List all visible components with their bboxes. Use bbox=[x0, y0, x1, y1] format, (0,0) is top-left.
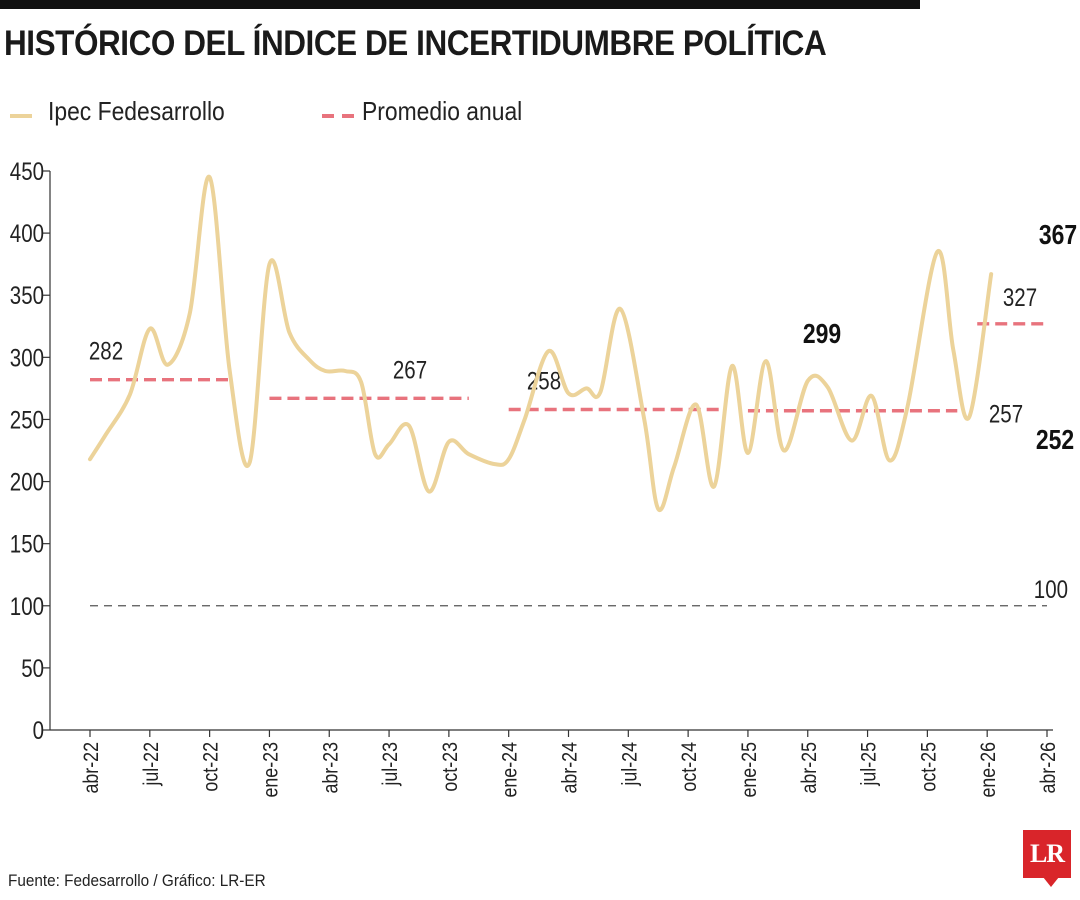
x-tick-label: abr-22 bbox=[80, 742, 104, 794]
annual-average-label: 282 bbox=[89, 337, 123, 365]
y-tick-label: 300 bbox=[10, 343, 44, 371]
x-tick-label: ene-25 bbox=[738, 742, 762, 798]
data-annotation: 252 bbox=[1036, 425, 1074, 456]
x-tick-label: oct-22 bbox=[199, 742, 223, 792]
legend-average-label: Promedio anual bbox=[362, 96, 523, 126]
legend-average-swatch bbox=[322, 114, 354, 118]
lr-logo: LR bbox=[1023, 830, 1071, 878]
annual-average-label: 267 bbox=[393, 355, 427, 383]
annual-average-label: 257 bbox=[989, 400, 1023, 428]
logo-tail bbox=[1043, 877, 1059, 887]
y-tick-label: 150 bbox=[10, 530, 44, 558]
x-tick-label: abr-26 bbox=[1037, 742, 1061, 794]
y-tick-label: 100 bbox=[10, 592, 44, 620]
x-tick-label: abr-23 bbox=[319, 742, 343, 794]
top-bar bbox=[0, 0, 920, 9]
source-note: Fuente: Fedesarrollo / Gráfico: LR-ER bbox=[8, 871, 266, 890]
legend-series-label: Ipec Fedesarrollo bbox=[48, 96, 225, 126]
y-tick-label: 50 bbox=[21, 654, 44, 682]
x-tick-label: ene-24 bbox=[498, 742, 522, 798]
data-annotation: 367 bbox=[1039, 220, 1077, 251]
x-tick-label: abr-25 bbox=[797, 742, 821, 794]
reference-label: 100 bbox=[1034, 575, 1068, 603]
y-tick-label: 0 bbox=[33, 716, 44, 744]
x-tick-label: jul-22 bbox=[139, 742, 163, 787]
annual-average-label: 327 bbox=[1003, 283, 1037, 311]
x-tick-label: ene-26 bbox=[977, 742, 1001, 798]
chart-title: HISTÓRICO DEL ÍNDICE DE INCERTIDUMBRE PO… bbox=[4, 24, 827, 63]
x-tick-label: jul-23 bbox=[379, 742, 403, 787]
y-tick-label: 450 bbox=[10, 157, 44, 185]
x-tick-label: oct-24 bbox=[678, 742, 702, 792]
series-line-ipec bbox=[88, 175, 994, 513]
y-tick-label: 250 bbox=[10, 405, 44, 433]
y-tick-label: 350 bbox=[10, 281, 44, 309]
x-tick-label: ene-23 bbox=[259, 742, 283, 798]
legend-series-swatch bbox=[10, 114, 32, 118]
data-annotation: 299 bbox=[803, 319, 841, 350]
x-tick-label: oct-25 bbox=[917, 742, 941, 792]
y-tick-label: 200 bbox=[10, 468, 44, 496]
x-tick-label: abr-24 bbox=[558, 742, 582, 794]
y-tick-label: 400 bbox=[10, 219, 44, 247]
x-tick-label: jul-24 bbox=[618, 742, 642, 787]
x-tick-label: jul-25 bbox=[857, 742, 881, 787]
x-tick-label: oct-23 bbox=[439, 742, 463, 792]
